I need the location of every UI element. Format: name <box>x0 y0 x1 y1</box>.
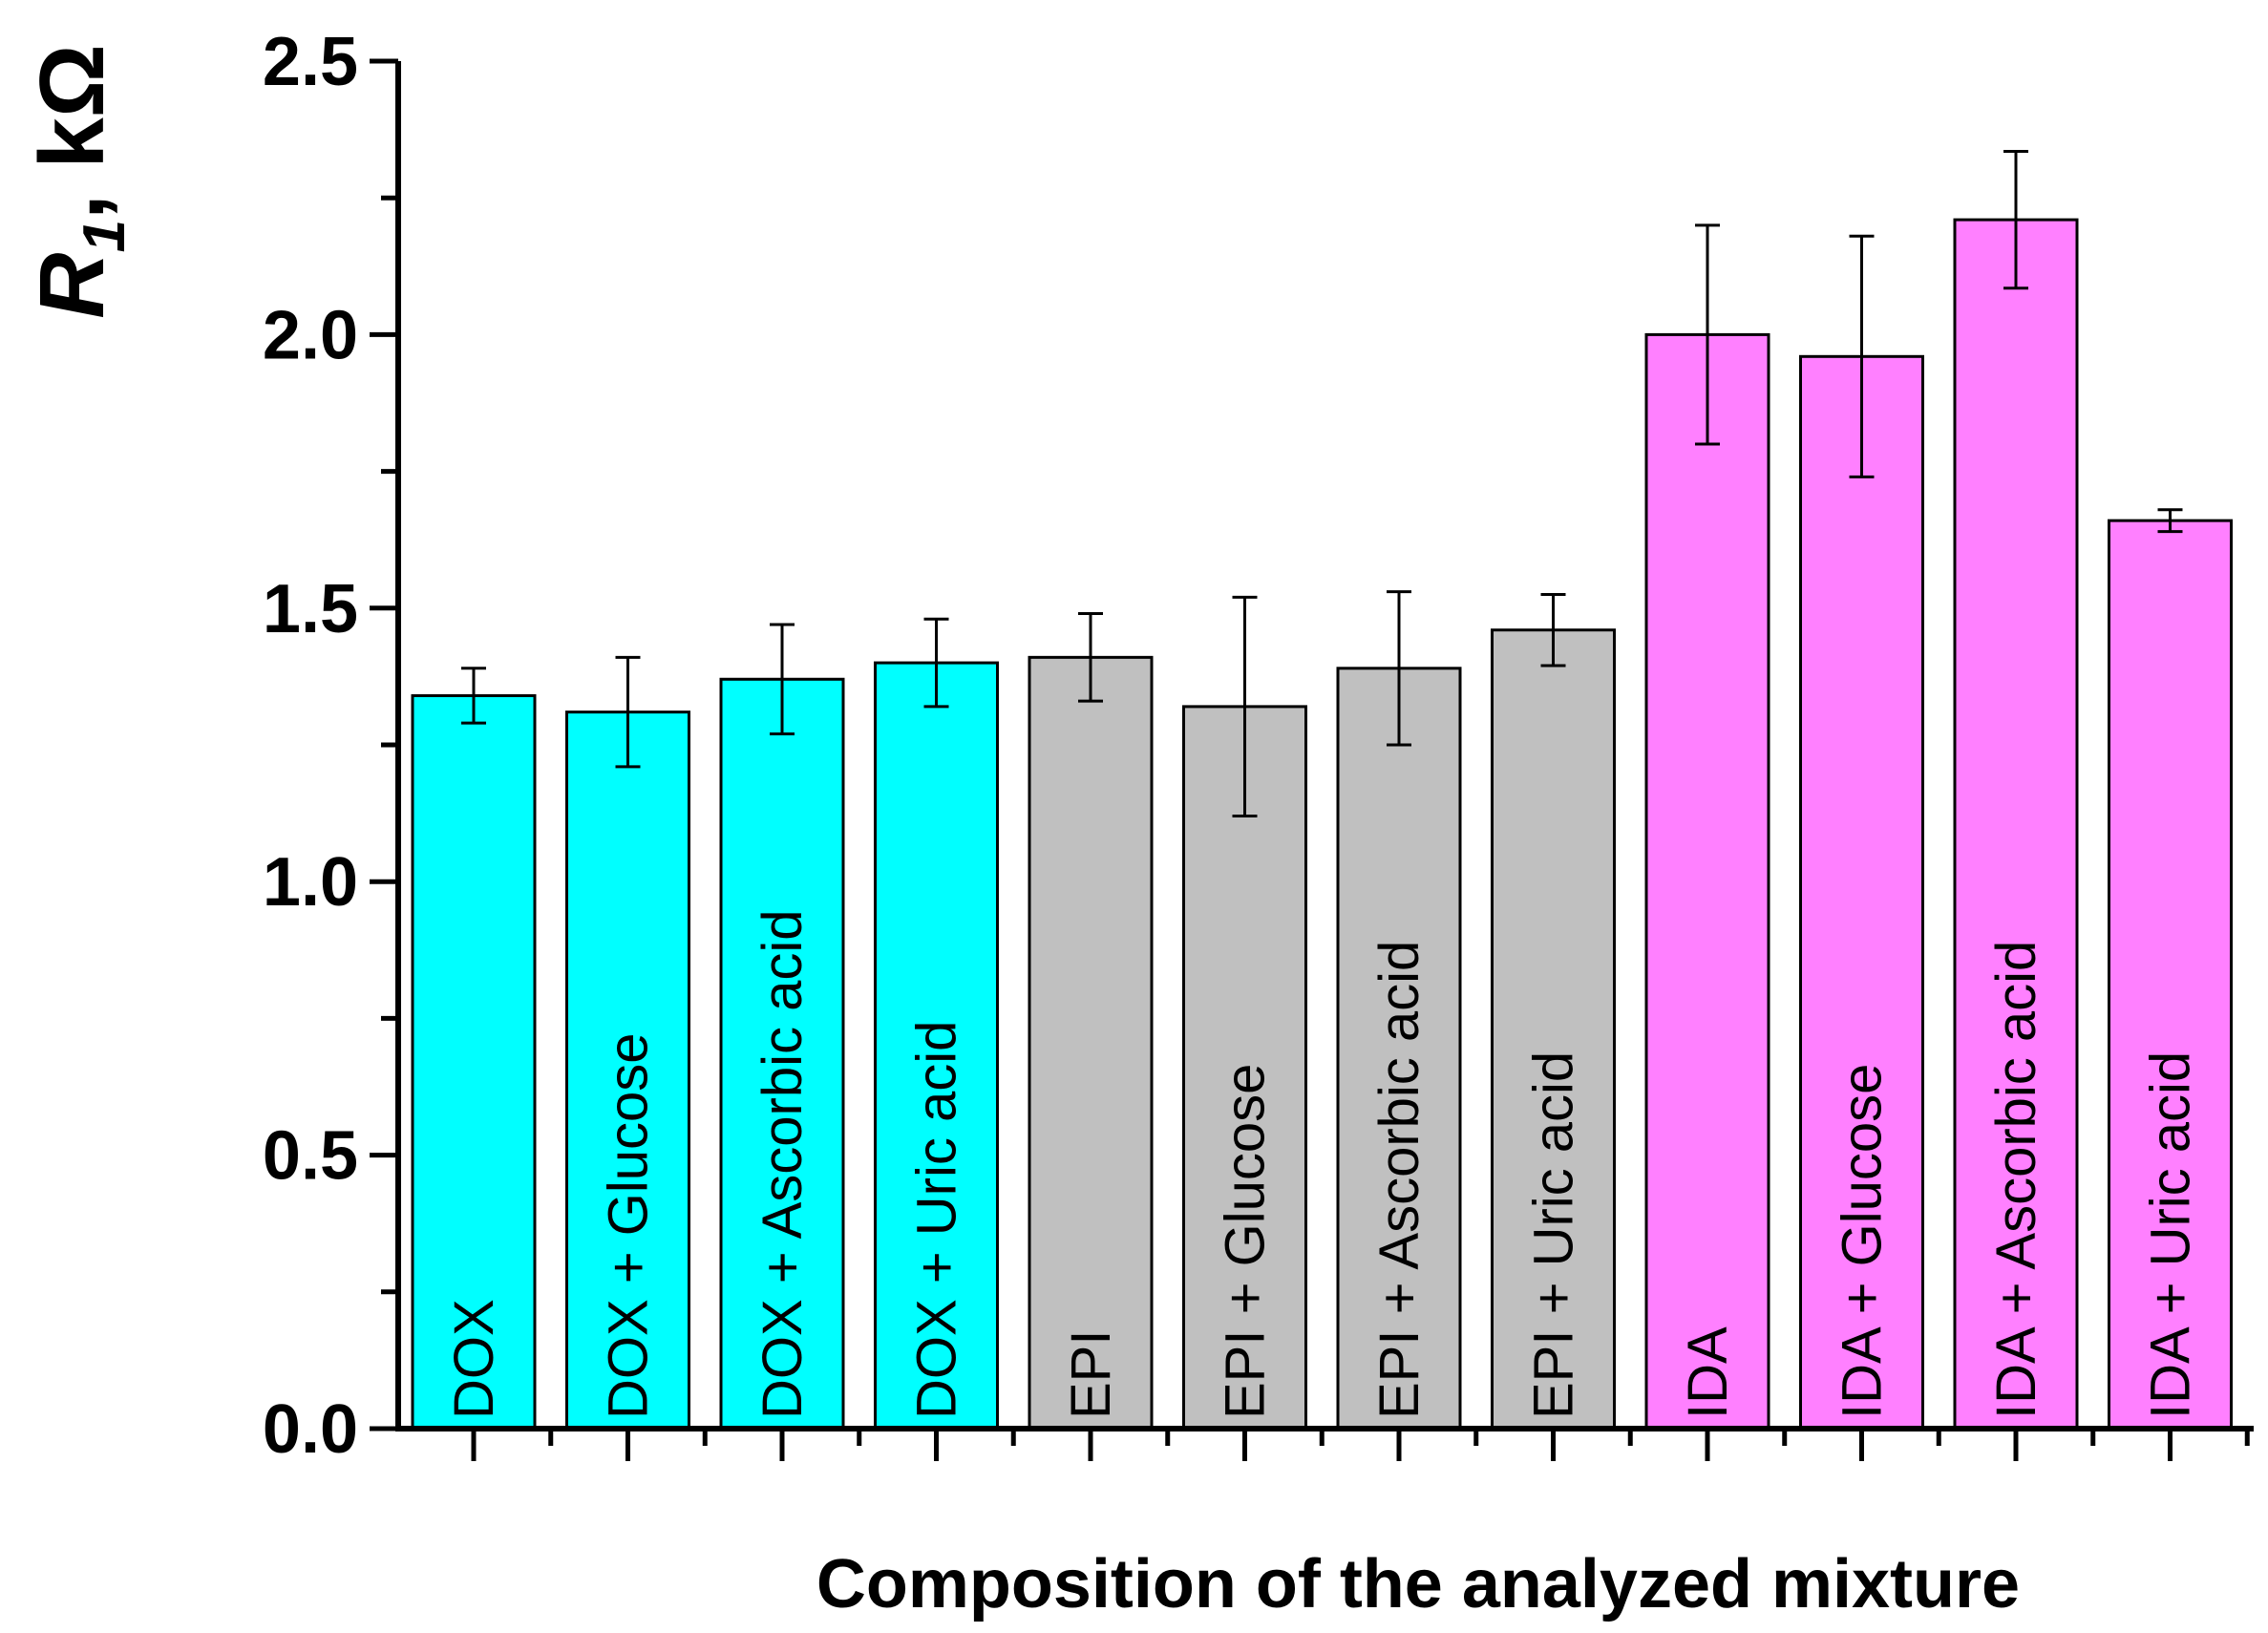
bar <box>874 661 999 1431</box>
x-ticks-layer <box>471 1429 2250 1461</box>
y-ticks-layer: 0.0 0.5 1.0 1.5 2.0 2.5 <box>263 24 398 1468</box>
bar <box>1028 655 1154 1431</box>
bar-labels-layer: DOX DOX + Glucose DOX + Ascorbic acid DOX +… <box>443 910 2202 1420</box>
bar-category-label: IDA + Ascorbic acid <box>1985 941 2047 1419</box>
bar-category-label: DOX + Glucose <box>598 1032 660 1419</box>
y-tick-label: 1.5 <box>263 571 358 647</box>
y-tick-label: 2.0 <box>263 297 358 373</box>
bar-category-label: EPI + Uric acid <box>1523 1051 1585 1419</box>
bar <box>1644 332 1770 1431</box>
bars-layer <box>411 218 2233 1431</box>
bar <box>1336 667 1462 1431</box>
bar-category-label: EPI <box>1060 1330 1122 1420</box>
bar-category-label: DOX + Uric acid <box>906 1021 968 1419</box>
y-axis-subscript: 1 <box>72 220 138 252</box>
bar-category-label: IDA <box>1677 1326 1739 1419</box>
y-tick-label: 2.5 <box>263 24 358 100</box>
bar <box>2108 519 2233 1431</box>
bar-category-label: DOX <box>443 1299 505 1419</box>
error-bars-layer <box>461 150 2183 817</box>
bar-category-label: EPI + Glucose <box>1215 1064 1277 1419</box>
y-tick-label: 0.5 <box>263 1118 358 1195</box>
x-axis-title: Composition of the analyzed mixture <box>816 1546 2020 1622</box>
bar-category-label: DOX + Ascorbic acid <box>752 910 814 1420</box>
bar-category-label: EPI + Ascorbic acid <box>1368 941 1431 1419</box>
y-tick-label: 0.0 <box>263 1391 358 1468</box>
bar <box>411 693 537 1431</box>
y-tick-label: 1.0 <box>263 844 358 921</box>
y-axis-title: R1, kΩ <box>21 44 138 319</box>
y-axis-unit: , kΩ <box>21 44 123 220</box>
bar-category-label: IDA + Uric acid <box>2140 1051 2202 1419</box>
bar <box>1799 354 1924 1431</box>
bar <box>1182 705 1307 1431</box>
y-axis-symbol: R <box>21 252 123 318</box>
bar <box>565 710 690 1431</box>
bar-category-label: IDA + Glucose <box>1832 1064 1894 1419</box>
